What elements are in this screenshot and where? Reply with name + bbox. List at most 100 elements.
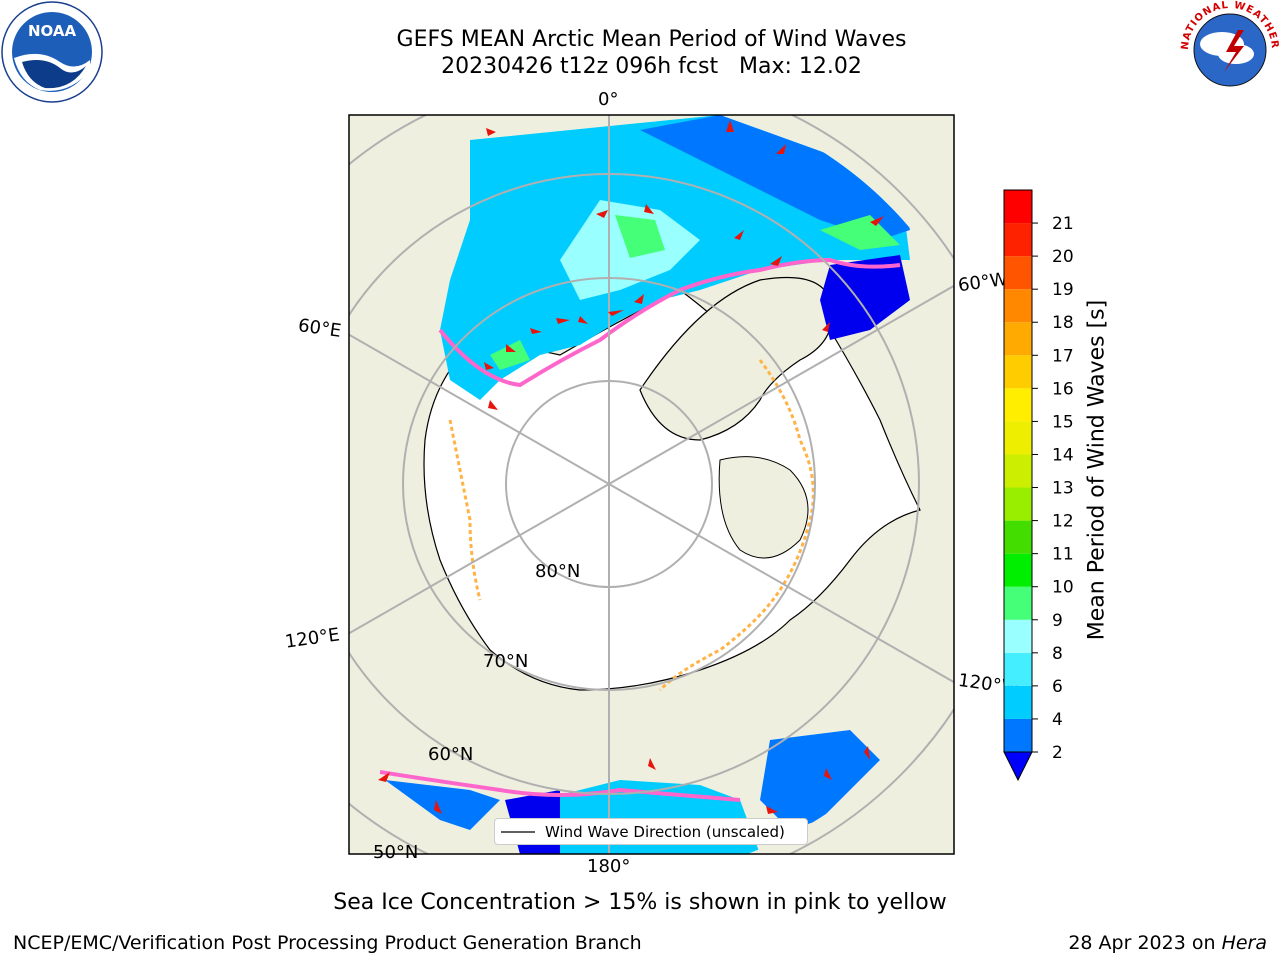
colorbar-tick-label: 10	[1052, 578, 1074, 598]
wind-arrow	[634, 294, 644, 304]
nws-logo: NATIONAL WEATHER SERVICE	[1178, 0, 1279, 99]
colorbar-segment	[1004, 289, 1032, 323]
green-patch-barents	[490, 340, 530, 370]
colorbar-label: Mean Period of Wind Waves [s]	[1084, 299, 1110, 641]
footer-right: 28 Apr 2023 on Hera	[1068, 932, 1267, 954]
meridian-120e	[349, 483, 610, 635]
lat-label-60: 60°N	[428, 744, 474, 765]
arctic-ocean	[423, 289, 921, 691]
noaa-logo: NOAA	[1, 1, 103, 103]
meridian-60e	[349, 333, 610, 485]
wind-arrow	[648, 758, 656, 770]
colorbar-tick-label: 15	[1052, 412, 1074, 432]
colorbar-tick-label: 11	[1052, 545, 1074, 565]
wind-arrow	[766, 806, 778, 814]
wind-arrow	[486, 128, 496, 136]
legend-label: Wind Wave Direction (unscaled)	[545, 823, 785, 841]
wind-arrow	[776, 144, 786, 154]
graticule	[349, 115, 954, 854]
colorbar-segment	[1004, 223, 1032, 257]
wind-arrow	[870, 216, 884, 226]
wind-arrow	[864, 746, 870, 760]
lat-label-80: 80°N	[535, 561, 581, 582]
wind-arrows	[378, 120, 884, 814]
colorbar-segment	[1004, 190, 1032, 224]
colorbar-segment	[1004, 619, 1032, 653]
green-patch-center	[615, 215, 665, 258]
sea-ice-note: Sea Ice Concentration > 15% is shown in …	[333, 890, 947, 915]
colorbar-segment	[1004, 487, 1032, 521]
colorbar-tick-label: 19	[1052, 280, 1074, 300]
bering-deep	[760, 730, 880, 830]
colorbar-tick-label: 8	[1052, 644, 1063, 664]
colorbar-tick-label: 20	[1052, 247, 1074, 267]
okhotsk-waves	[385, 780, 500, 830]
colorbar-tick-label: 14	[1052, 445, 1074, 465]
wind-arrow	[770, 256, 782, 266]
green-patch-east	[820, 215, 900, 250]
ice-edge-siberia	[448, 419, 482, 601]
wind-arrow	[734, 230, 744, 240]
colorbar-segment	[1004, 421, 1032, 455]
wind-arrow	[506, 344, 516, 352]
colorbar-tick-label: 2	[1052, 743, 1063, 763]
atlantic-deep	[640, 115, 910, 240]
colorbar-segment	[1004, 256, 1032, 290]
colorbar-frame	[1003, 189, 1033, 753]
wind-arrow	[378, 772, 390, 782]
colorbar-segment	[1004, 355, 1032, 389]
colorbar-segment	[1004, 322, 1032, 356]
colorbar-segment	[1004, 685, 1032, 719]
wind-arrow	[434, 800, 442, 814]
colorbar-tick-label: 12	[1052, 512, 1074, 532]
greenland	[639, 276, 833, 441]
colorbar-segment	[1004, 652, 1032, 686]
wind-arrow	[726, 120, 734, 132]
labrador-sea	[820, 255, 910, 340]
plot-title: GEFS MEAN Arctic Mean Period of Wind Wav…	[396, 27, 907, 52]
map-frame	[348, 114, 955, 855]
lat-label-50: 50°N	[373, 842, 419, 863]
colorbar-tick-label: 13	[1052, 479, 1074, 499]
wind-arrow	[530, 328, 542, 334]
colorbar-tick-label: 16	[1052, 379, 1074, 399]
colorbar-segment	[1004, 718, 1032, 752]
noaa-text: NOAA	[28, 22, 77, 40]
plot-subtitle: 20230426 t12z 096h fcst Max: 12.02	[441, 54, 862, 79]
legend-line-icon	[501, 831, 535, 833]
colorbar-segment	[1004, 553, 1032, 587]
colorbar-tick-label: 4	[1052, 710, 1063, 730]
ice-edge-pacific	[379, 770, 741, 802]
wind-arrow	[488, 400, 498, 410]
wind-arrow	[484, 362, 494, 370]
lat-label-70: 70°N	[483, 651, 529, 672]
lon-label-180: 180°	[587, 856, 631, 877]
colorbar-tick-label: 17	[1052, 346, 1074, 366]
colorbar-tick-label: 21	[1052, 214, 1074, 234]
colorbar-segment	[1004, 520, 1032, 554]
colorbar-underflow-arrow	[1003, 751, 1033, 782]
meridian-60w	[608, 284, 954, 485]
wind-arrow	[596, 210, 608, 218]
colorbar-segment	[1004, 454, 1032, 488]
colorbar-tick-label: 18	[1052, 313, 1074, 333]
map-legend: Wind Wave Direction (unscaled)	[494, 818, 808, 845]
wind-arrow	[644, 204, 654, 214]
canadian-archipelago	[718, 456, 809, 559]
wind-arrow	[578, 316, 588, 324]
colorbar-tick-label: 6	[1052, 677, 1063, 697]
wind-arrow	[556, 318, 570, 324]
footer-left: NCEP/EMC/Verification Post Processing Pr…	[13, 932, 642, 954]
wind-arrow	[824, 768, 832, 780]
colorbar-segment	[1004, 586, 1032, 620]
colorbar-segment	[1004, 388, 1032, 422]
ice-edge-canada	[658, 359, 815, 692]
footer-date: 28 Apr 2023 on	[1068, 932, 1222, 954]
wind-arrow	[822, 322, 830, 332]
lon-label-0: 0°	[598, 89, 619, 110]
colorbar-tick-label: 9	[1052, 611, 1063, 631]
meridian-120w	[608, 483, 954, 684]
wind-arrow	[608, 310, 624, 316]
